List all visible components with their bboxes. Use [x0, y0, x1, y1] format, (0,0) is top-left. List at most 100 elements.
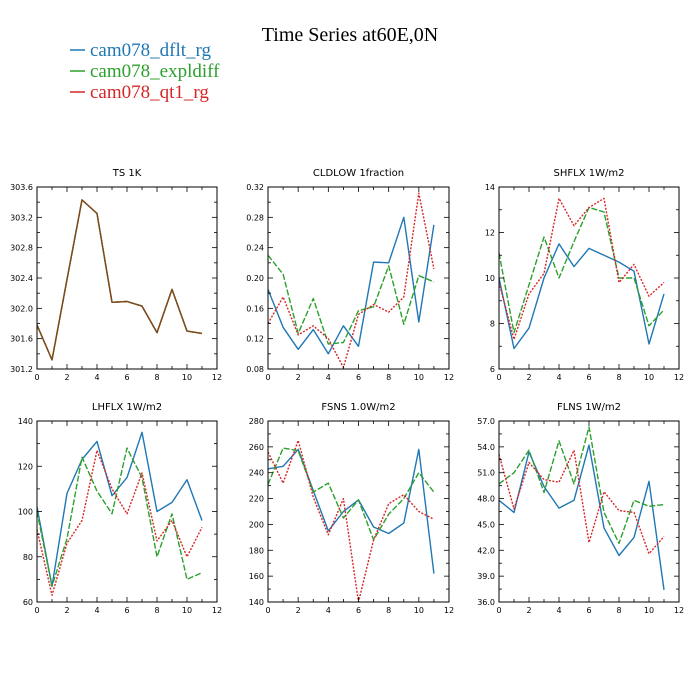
x-tick-label: 10	[644, 606, 654, 615]
series-line-cam078_qt1_rg	[499, 449, 665, 555]
x-tick-label: 4	[556, 606, 561, 615]
x-tick-label: 12	[444, 373, 454, 382]
y-tick-label: 140	[249, 598, 264, 607]
y-tick-label: 220	[249, 495, 264, 504]
y-tick-label: 0.08	[246, 365, 264, 374]
y-tick-label: 100	[18, 508, 33, 517]
y-tick-label: 60	[23, 598, 33, 607]
y-tick-label: 36.0	[477, 598, 495, 607]
series-line-cam078_expldiff	[268, 254, 435, 345]
x-tick-label: 8	[154, 606, 159, 615]
y-tick-label: 80	[23, 553, 33, 562]
y-tick-label: 240	[249, 469, 264, 478]
x-tick-label: 4	[94, 606, 99, 615]
y-tick-label: 8	[490, 320, 495, 329]
x-tick-label: 2	[296, 606, 301, 615]
y-tick-label: 12	[485, 229, 495, 238]
y-tick-label: 0.28	[246, 213, 264, 222]
y-tick-label: 6	[490, 365, 495, 374]
plot-frame	[36, 186, 218, 370]
legend: cam078_dflt_rgcam078_expldiffcam078_qt1_…	[70, 40, 220, 103]
x-tick-label: 8	[616, 373, 621, 382]
x-tick-label: 10	[414, 606, 424, 615]
y-tick-label: 54.0	[477, 443, 495, 452]
x-tick-label: 8	[386, 606, 391, 615]
y-tick-label: 140	[18, 417, 33, 426]
x-tick-label: 2	[296, 373, 301, 382]
x-tick-label: 0	[496, 373, 501, 382]
x-tick-label: 2	[64, 373, 69, 382]
y-tick-label: 302.0	[10, 304, 33, 313]
x-tick-label: 2	[526, 373, 531, 382]
x-tick-label: 6	[586, 373, 591, 382]
x-tick-label: 2	[526, 606, 531, 615]
panel-title: SHFLX 1W/m2	[554, 168, 625, 179]
x-tick-label: 12	[674, 606, 684, 615]
y-tick-label: 14	[485, 183, 495, 192]
series-line-cam078_dflt_rg	[268, 448, 435, 574]
series-line-cam078_expldiff	[37, 447, 203, 587]
panel-title: CLDLOW 1fraction	[313, 168, 404, 179]
panel-shflx: SHFLX 1W/m2 0 2 4 6 8 10 12 6 8 10 12 14	[485, 168, 684, 382]
legend-label-1: cam078_expldiff	[90, 61, 220, 82]
y-tick-label: 48.0	[477, 495, 495, 504]
y-tick-label: 303.2	[10, 213, 33, 222]
y-tick-label: 0.20	[246, 274, 264, 283]
panel-fsns: FSNS 1.0W/m2 0 2 4 6 8 10 12 140 160 180 200 220 240 2…	[249, 402, 454, 615]
series-line-cam078_dflt_rg	[499, 444, 665, 590]
x-tick-label: 10	[182, 373, 192, 382]
plot-frame	[498, 186, 680, 370]
plot-frame	[267, 186, 450, 370]
x-tick-label: 8	[386, 373, 391, 382]
x-tick-label: 6	[356, 606, 361, 615]
x-tick-label: 4	[326, 373, 331, 382]
series-line-cam078_expldiff	[499, 206, 665, 334]
x-tick-label: 8	[616, 606, 621, 615]
series-line-cam078_qt1_rg	[499, 197, 665, 341]
y-tick-label: 0.16	[246, 304, 264, 313]
y-tick-label: 303.6	[10, 183, 33, 192]
y-tick-label: 57.0	[477, 417, 495, 426]
panel-title: FLNS 1W/m2	[557, 402, 621, 413]
panel-ts: TS 1K 0 2 4 6 8 10 12 301.2 301.6 302.0 302.4 302.8 3…	[10, 168, 222, 382]
y-tick-label: 120	[18, 462, 33, 471]
series-line-cam078_dflt_rg	[37, 199, 203, 361]
y-tick-label: 302.4	[10, 274, 33, 283]
x-tick-label: 12	[212, 606, 222, 615]
series-line-cam078_qt1_rg	[268, 439, 435, 602]
y-tick-label: 51.0	[477, 469, 495, 478]
y-tick-label: 45.0	[477, 520, 495, 529]
panel-title: LHFLX 1W/m2	[92, 402, 162, 413]
series-line-cam078_expldiff	[37, 199, 203, 361]
x-tick-label: 4	[94, 373, 99, 382]
x-tick-label: 8	[154, 373, 159, 382]
x-tick-label: 0	[265, 373, 270, 382]
x-tick-label: 10	[414, 373, 424, 382]
y-tick-label: 180	[249, 546, 264, 555]
panel-flns: FLNS 1W/m2 0 2 4 6 8 10 12 36.0 39.0 42.0 45.0 48.0 5…	[477, 402, 684, 615]
series-line-cam078_dflt_rg	[37, 431, 203, 587]
series-line-cam078_qt1_rg	[268, 192, 435, 369]
x-tick-label: 6	[356, 373, 361, 382]
legend-label-0: cam078_dflt_rg	[90, 40, 212, 61]
panel-title: TS 1K	[112, 168, 142, 179]
x-tick-label: 12	[444, 606, 454, 615]
y-tick-label: 160	[249, 572, 264, 581]
series-line-cam078_dflt_rg	[499, 243, 665, 350]
panel-lhflx: LHFLX 1W/m2 0 2 4 6 8 10 12 60 80 100 120 140	[18, 402, 222, 615]
y-tick-label: 260	[249, 443, 264, 452]
y-tick-label: 0.24	[246, 244, 264, 253]
x-tick-label: 10	[182, 606, 192, 615]
x-tick-label: 12	[674, 373, 684, 382]
y-tick-label: 10	[485, 274, 495, 283]
y-tick-label: 0.12	[246, 335, 264, 344]
x-tick-label: 0	[265, 606, 270, 615]
panel-cldlow: CLDLOW 1fraction 0 2 4 6 8 10 12 0.08 0.12 0.16 0.2…	[246, 168, 454, 382]
y-tick-label: 302.8	[10, 244, 33, 253]
x-tick-label: 4	[556, 373, 561, 382]
figure-title: Time Series at60E,0N	[262, 24, 438, 46]
panel-title: FSNS 1.0W/m2	[321, 402, 395, 413]
x-tick-label: 10	[644, 373, 654, 382]
x-tick-label: 0	[496, 606, 501, 615]
